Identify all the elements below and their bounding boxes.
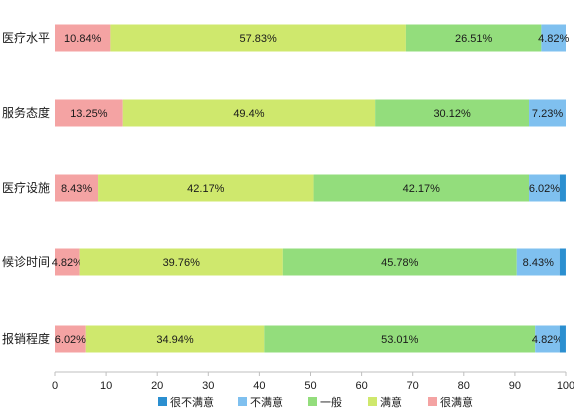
x-tick-label: 40 xyxy=(253,380,265,392)
data-label: 4.82% xyxy=(538,33,569,45)
bar-segment xyxy=(529,99,566,127)
bar-segment xyxy=(313,174,530,202)
bar-segment xyxy=(264,325,536,353)
legend: 很不满意 不满意 一般 满意 很满意 xyxy=(158,395,473,409)
data-label: 26.51% xyxy=(455,33,493,45)
data-label: 6.02% xyxy=(55,334,86,346)
bar-segment xyxy=(55,174,99,202)
x-tick-label: 70 xyxy=(407,380,419,392)
bar-segment xyxy=(98,174,314,202)
bar-segment xyxy=(55,99,123,127)
legend-swatch xyxy=(308,397,317,406)
bar-segment xyxy=(541,24,566,52)
data-label: 39.76% xyxy=(163,257,201,269)
bar-segment xyxy=(559,174,566,202)
legend-swatch xyxy=(368,397,377,406)
data-label: 8.43% xyxy=(523,257,554,269)
category-label: 候诊时间 xyxy=(2,255,50,269)
data-label: 7.23% xyxy=(532,108,563,120)
bar-segment xyxy=(535,325,560,353)
x-tick-label: 60 xyxy=(355,380,367,392)
bar-segment xyxy=(110,24,406,52)
x-tick-label: 30 xyxy=(202,380,214,392)
category-label: 报销程度 xyxy=(2,331,50,346)
legend-swatch xyxy=(238,397,247,406)
data-label: 57.83% xyxy=(239,33,277,45)
data-label: 13.25% xyxy=(70,108,108,120)
data-label: 8.43% xyxy=(61,183,92,195)
bar-segment xyxy=(516,248,560,276)
data-label: 34.94% xyxy=(156,334,194,346)
data-label: 6.02% xyxy=(529,183,560,195)
x-tick-label: 80 xyxy=(458,380,470,392)
bar-segment xyxy=(405,24,542,52)
bars-group: 10.84% 57.83% 26.51% 4.82% 13.25% 49.4% 30.12%… xyxy=(52,24,569,353)
data-label: 49.4% xyxy=(233,108,264,120)
data-label: 42.17% xyxy=(187,183,225,195)
bar-segment xyxy=(559,325,566,353)
data-label: 10.84% xyxy=(64,33,102,45)
legend-label: 满意 xyxy=(380,395,402,409)
x-tick-label: 100 xyxy=(557,380,574,392)
category-label: 医疗水平 xyxy=(2,31,50,45)
x-axis: 0 10 20 30 40 50 60 70 80 90 100 xyxy=(52,371,574,392)
x-tick-label: 20 xyxy=(151,380,163,392)
bar-segment xyxy=(55,325,86,353)
bar-segment xyxy=(282,248,517,276)
legend-swatch xyxy=(158,397,167,406)
legend-label: 不满意 xyxy=(250,395,283,409)
bar-segment xyxy=(122,99,376,127)
data-label: 4.82% xyxy=(532,334,563,346)
data-label: 42.17% xyxy=(403,183,441,195)
bar-segment xyxy=(85,325,265,353)
bar-segment xyxy=(55,248,80,276)
x-tick-label: 10 xyxy=(100,380,112,392)
legend-label: 很满意 xyxy=(440,395,473,409)
legend-label: 一般 xyxy=(320,396,342,409)
bar-segment xyxy=(375,99,530,127)
data-label: 30.12% xyxy=(433,108,471,120)
data-label: 53.01% xyxy=(381,334,419,346)
x-tick-label: 90 xyxy=(509,380,521,392)
bar-segment xyxy=(559,248,566,276)
bar-segment xyxy=(529,174,560,202)
category-label: 医疗设施 xyxy=(2,181,50,195)
data-label: 4.82% xyxy=(52,257,83,269)
legend-swatch xyxy=(428,397,437,406)
x-tick-label: 50 xyxy=(304,380,316,392)
bar-segment xyxy=(79,248,283,276)
x-tick-label: 0 xyxy=(52,380,58,392)
data-label: 45.78% xyxy=(381,257,419,269)
legend-label: 很不满意 xyxy=(170,395,214,409)
category-label: 服务态度 xyxy=(2,105,50,120)
bar-segment xyxy=(55,24,111,52)
